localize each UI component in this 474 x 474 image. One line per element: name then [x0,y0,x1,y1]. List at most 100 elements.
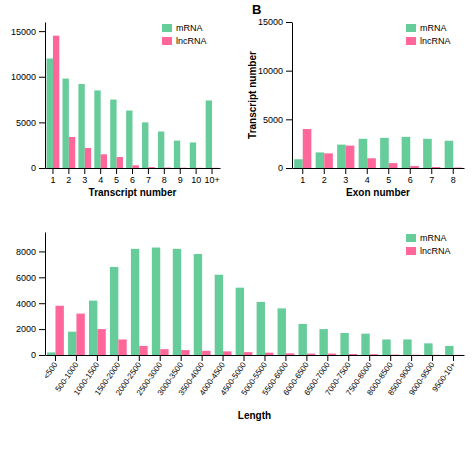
x-tick-mark [432,355,433,361]
x-tick: 10 [191,168,201,185]
panel: <500500-10001000-15001500-20002000-25002… [16,233,465,422]
panel-label: B [252,2,261,17]
bar [126,111,132,168]
legend-swatch [406,37,416,45]
y-tick-label: 10000 [11,72,36,82]
x-tick: 8 [162,168,167,185]
legend-item: lncRNA [162,36,207,46]
bar [298,324,306,355]
bar [324,153,333,168]
bar [359,139,368,168]
bar [202,351,210,355]
x-tick-mark [345,168,346,174]
y-tick-label: 0 [31,350,36,360]
bar [391,354,399,355]
x-axis: 12345678 [293,168,465,185]
y-tick: 8000 [16,247,45,257]
x-tick-mark [116,168,117,174]
bar [110,267,118,355]
x-tick-mark [388,168,389,174]
bar [445,346,453,355]
x-tick-label: 6 [408,175,413,185]
x-tick: 4 [98,168,103,185]
x-tick: 4 [365,168,370,185]
legend-swatch [162,37,172,45]
bar [47,352,55,355]
x-tick-label: 10 [191,175,201,185]
x-tick-mark [181,355,182,361]
bar [423,139,432,168]
x-tick-label: 2 [66,175,71,185]
x-tick-label: 8 [451,175,456,185]
bar [139,346,147,355]
x-tick-mark [431,168,432,174]
x-tick-mark [97,355,98,361]
bar [160,349,168,355]
y-tick: 5000 [263,115,292,125]
x-tick-label: 1 [300,175,305,185]
bar [361,334,369,355]
y-tick-mark [39,31,45,32]
y-tick-label: 2000 [16,324,36,334]
x-tick-mark [52,168,53,174]
x-tick-mark [68,168,69,174]
bar [244,352,252,355]
x-tick-mark [285,355,286,361]
y-tick: 0 [31,163,45,173]
y-tick-mark [39,277,45,278]
bar [206,100,212,168]
y-tick: 0 [31,350,45,360]
x-tick-mark [84,168,85,174]
y-tick: 6000 [16,273,45,283]
x-tick-label: 2 [322,175,327,185]
x-tick: 2 [322,168,327,185]
x-tick: 10+ [204,168,219,185]
bar [158,132,164,169]
x-tick-mark [324,168,325,174]
x-tick-label: 4 [98,175,103,185]
x-tick-label: 4 [365,175,370,185]
bar [117,157,123,168]
x-tick-label: 6 [130,175,135,185]
legend-item: mRNA [162,23,203,33]
y-axis-title: Transcript number [247,51,258,139]
bar [349,354,357,355]
bar-series [55,306,461,355]
bar [445,141,454,168]
y-tick-label: 15000 [258,17,283,27]
x-tick-mark [180,168,181,174]
bar [265,353,273,355]
legend-swatch [406,247,416,255]
x-tick-label: 8 [162,175,167,185]
y-tick-mark [39,122,45,123]
bar [190,142,196,168]
x-tick: 6 [408,168,413,185]
y-tick-label: 8000 [16,247,36,257]
y-axis-line [292,23,293,169]
x-tick-label: 3 [343,175,348,185]
x-tick-label: 9500-10+ [431,360,458,393]
bar [389,163,398,168]
bar [142,122,148,168]
x-tick-label: 5 [114,175,119,185]
y-tick-mark [39,77,45,78]
legend-item: mRNA [406,233,447,243]
y-tick-mark [286,71,292,72]
panel: 12345678050001000015000Exon numberTransc… [247,2,465,198]
x-tick: 2 [66,168,71,185]
bar [278,308,286,355]
x-tick-mark [118,355,119,361]
y-tick-label: 0 [278,163,283,173]
x-tick-label: 10+ [204,175,219,185]
x-tick-label: 3 [82,175,87,185]
x-tick: 6 [130,168,135,185]
bar [453,167,462,168]
y-axis: 050001000015000 [11,23,46,174]
x-tick: 3 [343,168,348,185]
bar-series [47,248,453,355]
bar [223,351,231,355]
y-tick-mark [39,303,45,304]
y-tick-mark [39,355,45,356]
bar [303,129,312,168]
bar [47,59,53,169]
